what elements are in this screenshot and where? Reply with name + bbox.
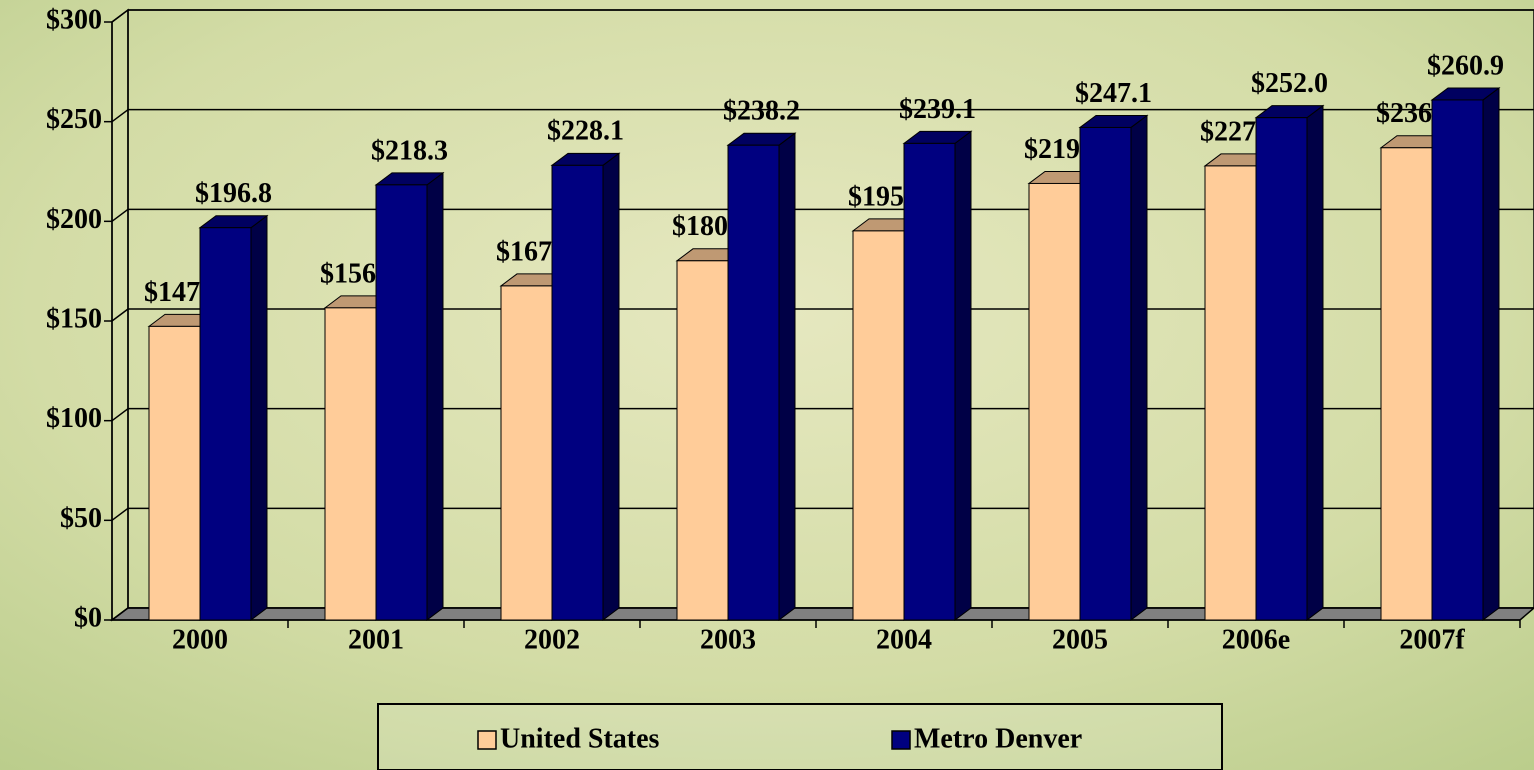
grid-line [111, 208, 129, 222]
legend-swatch [477, 730, 497, 750]
x-tick-label: 2007f [1399, 624, 1465, 655]
value-label: $247.1 [1075, 78, 1152, 109]
value-label: $218.3 [371, 135, 448, 166]
bar-side [602, 152, 620, 621]
grid-line [111, 607, 129, 621]
value-label: $252.0 [1251, 68, 1328, 99]
legend-label: United States [500, 723, 660, 754]
x-tick-label: 2001 [348, 624, 404, 655]
grid-line [111, 109, 129, 123]
bar-side [250, 214, 268, 621]
bar [676, 260, 729, 621]
bar-side [1306, 104, 1324, 621]
x-tick-label: 2005 [1052, 624, 1108, 655]
value-label: $238.2 [723, 96, 800, 127]
y-tick-label: $100 [46, 403, 102, 434]
bar-side [778, 132, 796, 621]
y-tick-label: $0 [74, 602, 102, 633]
bar-side [1130, 114, 1148, 621]
legend-box [377, 703, 1223, 770]
y-tick-label: $250 [46, 104, 102, 135]
plot-area: $0$50$100$150$200$250$3002000$147.3$196.… [46, 4, 1534, 655]
y-tick-label: $150 [46, 303, 102, 334]
bar [727, 144, 780, 621]
bar [551, 164, 604, 621]
grid-line [111, 408, 129, 422]
bar [1079, 126, 1132, 621]
bar [148, 325, 201, 621]
x-tick-label: 2000 [172, 624, 228, 655]
x-tick-label: 2002 [524, 624, 580, 655]
grid-line [111, 308, 129, 322]
value-label: $260.9 [1427, 50, 1504, 81]
bar-side [426, 171, 444, 621]
bar [324, 307, 377, 621]
value-label: $196.8 [195, 178, 272, 209]
x-tick-label: 2006e [1222, 624, 1290, 655]
legend-label: Metro Denver [914, 723, 1082, 754]
bar [500, 285, 553, 621]
bar [199, 227, 252, 621]
y-tick-label: $300 [46, 4, 102, 35]
legend: United States Metro Denver [377, 703, 1223, 770]
bar [1380, 147, 1433, 621]
grid-line [111, 9, 129, 23]
bar-side [954, 130, 972, 621]
bar [1204, 165, 1257, 621]
value-label: $228.1 [547, 116, 624, 147]
y-tick-label: $200 [46, 204, 102, 235]
y-tick-label: $50 [60, 503, 102, 534]
x-tick-label: 2004 [876, 624, 932, 655]
bar [1431, 99, 1484, 621]
bar [1028, 182, 1081, 621]
grid-line [111, 507, 129, 521]
value-label: $239.1 [899, 94, 976, 125]
bar [903, 142, 956, 621]
bar [852, 230, 905, 621]
bar-side [1482, 86, 1500, 621]
bar [1255, 117, 1308, 621]
legend-swatch [891, 730, 911, 750]
bar [375, 184, 428, 621]
x-tick-label: 2003 [700, 624, 756, 655]
